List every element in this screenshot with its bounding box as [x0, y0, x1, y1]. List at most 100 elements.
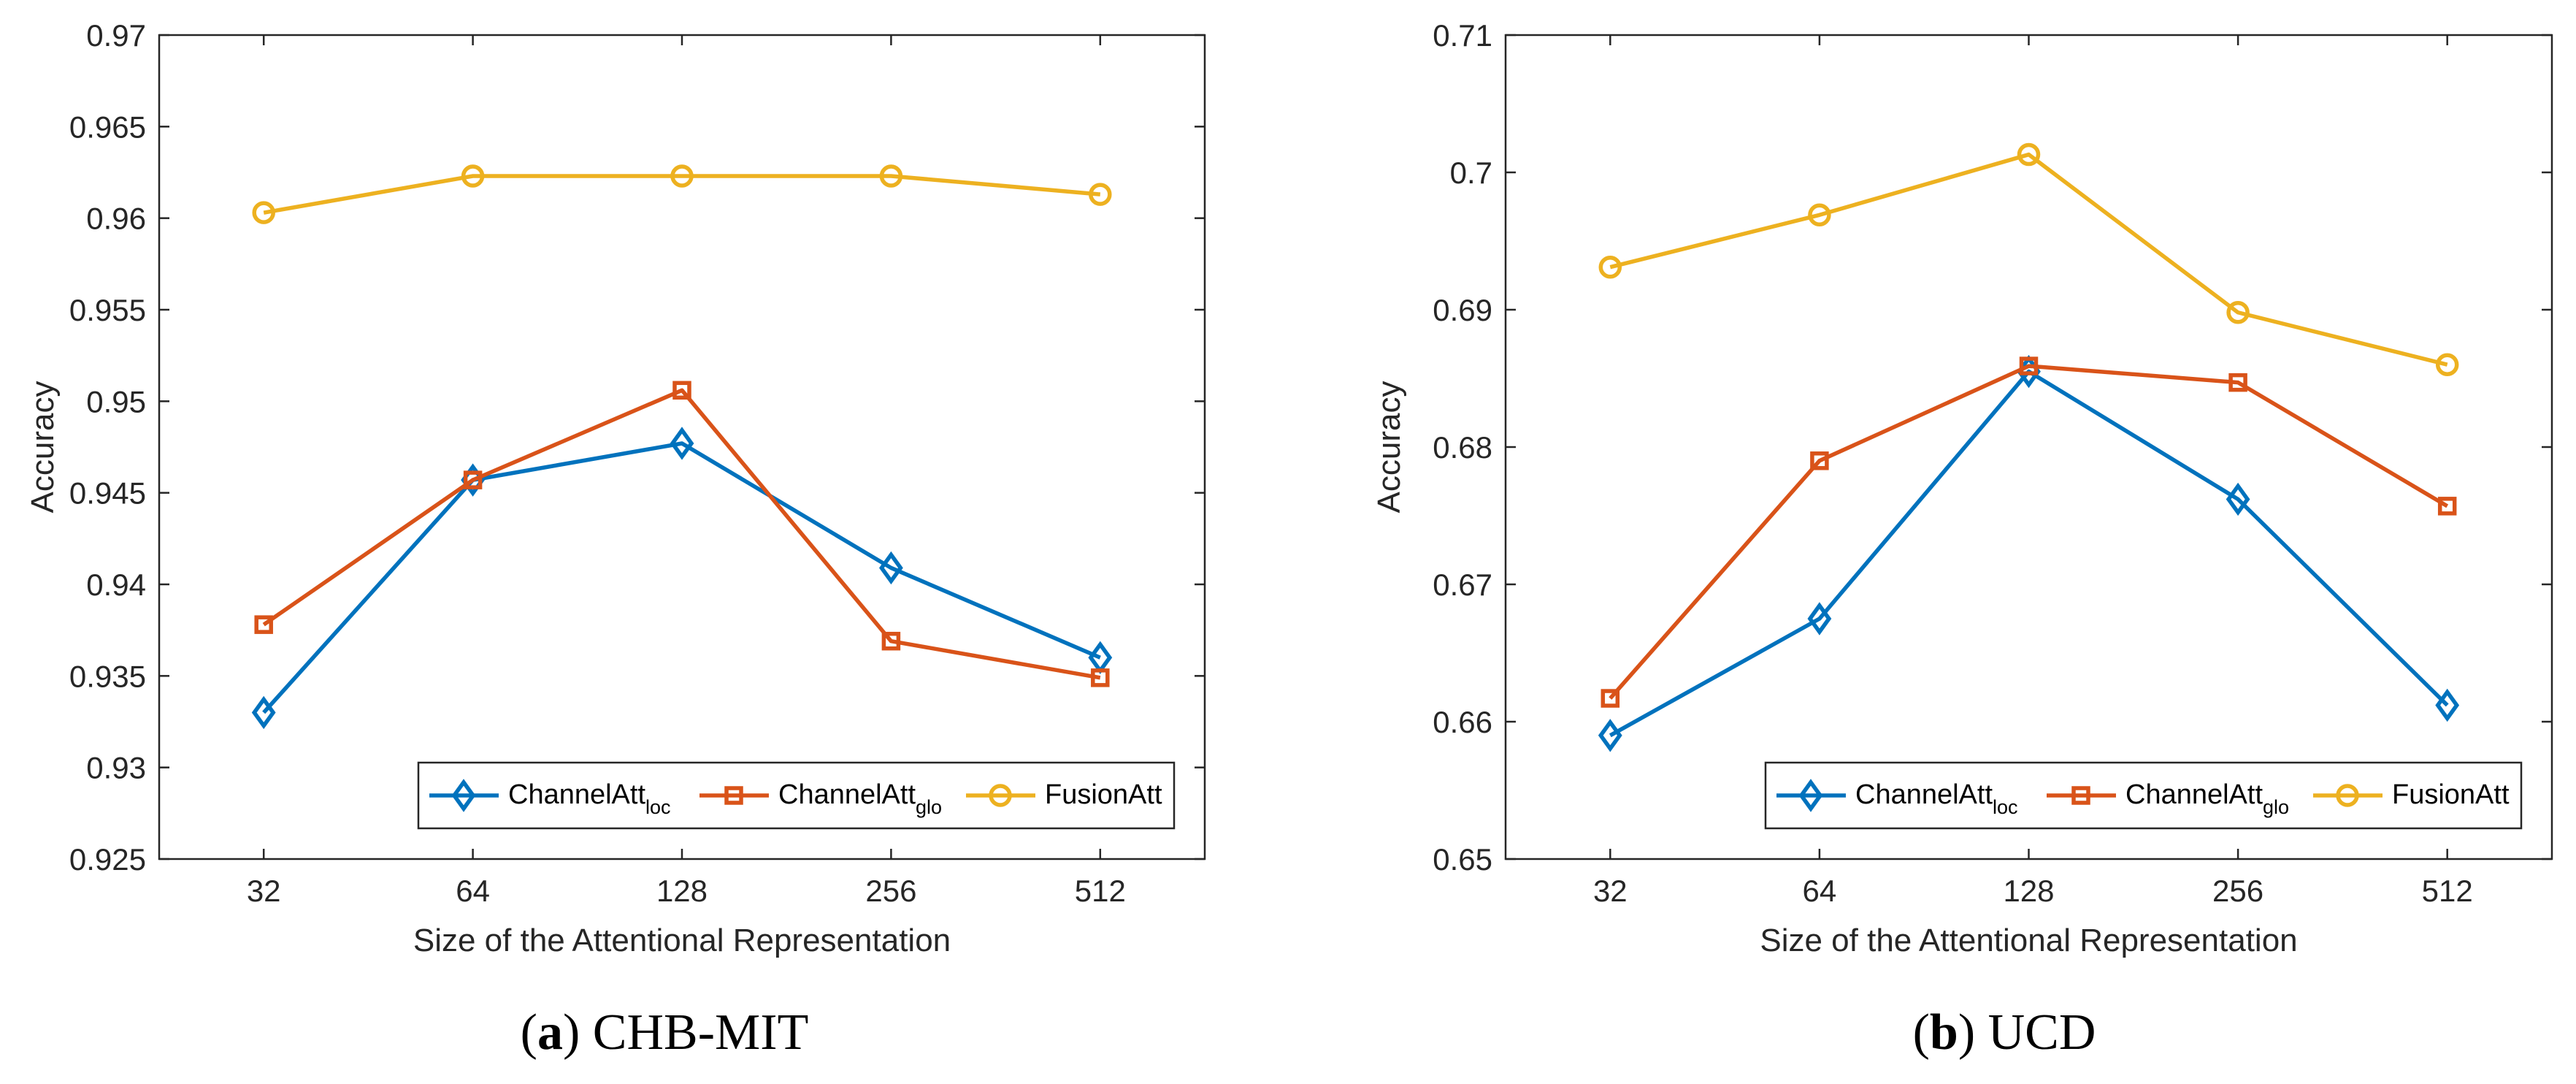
x-tick-label: 64 [456, 874, 490, 908]
caption-b: (b) UCD [1913, 1004, 2096, 1061]
series-glo [254, 381, 1110, 687]
data-point-glo [2019, 356, 2039, 375]
data-point-fusion [2017, 142, 2041, 167]
legend-label-subscript: glo [916, 796, 942, 818]
data-point-fusion [879, 164, 903, 188]
plot-area [158, 34, 1206, 860]
series-fusion [1598, 142, 2459, 376]
data-point-fusion [461, 164, 485, 188]
y-tick-label: 0.97 [86, 18, 146, 53]
x-tick-label: 128 [2003, 874, 2054, 908]
x-tick-label: 256 [2212, 874, 2263, 908]
y-tick-label: 0.955 [69, 293, 146, 327]
chart-panel-a: 0.925 0.93 0.935 0.94 0.945 0.95 0.955 0.96 0.96… [25, 18, 1206, 958]
data-point-glo [1601, 689, 1620, 708]
data-point-glo [2228, 373, 2247, 392]
series-line-glo [1609, 364, 2449, 700]
data-point-loc [2435, 688, 2460, 722]
y-tick-label: 0.94 [86, 568, 146, 602]
data-point-fusion [2226, 301, 2250, 324]
series-line-fusion [1609, 152, 2448, 367]
legend-label-subscript: glo [2263, 796, 2289, 818]
y-tick-label: 0.935 [69, 659, 146, 693]
data-point-fusion [1808, 203, 1831, 227]
data-point-loc [251, 695, 276, 730]
y-tick-label: 0.67 [1433, 568, 1492, 602]
x-tick-label: 32 [247, 874, 281, 908]
data-point-loc [1598, 719, 1622, 752]
data-point-fusion [2435, 353, 2459, 376]
y-tick-label: 0.925 [69, 842, 146, 877]
legend-box [1764, 761, 2523, 830]
x-axis-label: Size of the Attentional Representation [413, 923, 951, 958]
caption-label: a [537, 1004, 563, 1061]
caption-paren-open: ( [1913, 1004, 1930, 1061]
data-point-loc [879, 551, 903, 585]
data-point-glo [1091, 668, 1110, 687]
legend-entry-fusion: FusionAtt [966, 779, 1162, 810]
x-tick-label: 128 [656, 874, 708, 908]
data-point-glo [2437, 497, 2457, 516]
data-point-fusion [1089, 183, 1112, 206]
data-point-glo [672, 381, 691, 400]
caption-paren-close: ) [563, 1004, 593, 1061]
legend-marker-glo [2071, 786, 2090, 805]
caption-paren-close: ) [1958, 1004, 1988, 1061]
legend-label-base: ChannelAtt [2125, 779, 2263, 810]
legend-label-loc: ChannelAttloc [508, 779, 671, 818]
caption-label: b [1930, 1004, 1958, 1061]
y-tick-label: 0.71 [1433, 18, 1492, 53]
data-point-fusion [1598, 255, 1622, 279]
legend-entry-loc: ChannelAttloc [1776, 779, 2018, 818]
legend-marker-fusion [2336, 784, 2359, 807]
series-glo [1601, 356, 2457, 708]
legend-label-base: ChannelAtt [508, 779, 645, 810]
legend-label-base: FusionAtt [1045, 779, 1162, 810]
legend-label-loc: ChannelAttloc [1855, 779, 2018, 818]
legend: ChannelAttloc ChannelAttglo FusionAtt [1764, 761, 2523, 830]
legend-box [417, 761, 1176, 830]
caption-text: UCD [1988, 1004, 2096, 1061]
x-tick-label: 64 [1803, 874, 1837, 908]
caption-a: (a) CHB-MIT [521, 1004, 809, 1061]
legend-label-subscript: loc [1993, 796, 2018, 818]
data-point-fusion [252, 201, 275, 224]
data-point-loc [2226, 482, 2250, 516]
y-tick-label: 0.965 [69, 110, 146, 144]
legend-label-glo: ChannelAttglo [2125, 779, 2289, 818]
caption-paren-open: ( [521, 1004, 537, 1061]
data-point-glo [1810, 451, 1829, 470]
legend-marker-loc [1798, 779, 1823, 812]
legend-label-base: ChannelAtt [1855, 779, 1993, 810]
legend-entry-glo: ChannelAttglo [2047, 779, 2289, 818]
y-axis-label: Accuracy [25, 381, 61, 514]
series-fusion [252, 164, 1112, 224]
data-point-glo [881, 631, 901, 651]
x-tick-label: 512 [1075, 874, 1126, 908]
x-axis-label: Size of the Attentional Representation [1760, 923, 2297, 958]
x-tick-label: 512 [2422, 874, 2473, 908]
y-tick-label: 0.93 [86, 751, 146, 785]
legend: ChannelAttloc ChannelAttglo FusionAtt [417, 761, 1176, 830]
plot-area [1504, 34, 2553, 860]
x-tick-label: 256 [865, 874, 916, 908]
legend-entry-loc: ChannelAttloc [429, 779, 671, 818]
data-point-glo [254, 615, 273, 634]
y-tick-label: 0.69 [1433, 293, 1492, 327]
y-tick-label: 0.66 [1433, 705, 1492, 739]
legend-marker-fusion [989, 784, 1012, 807]
data-point-loc [1807, 602, 1832, 635]
y-tick-label: 0.68 [1433, 430, 1492, 465]
y-axis-label: Accuracy [1371, 381, 1407, 514]
legend-entry-glo: ChannelAttglo [699, 779, 942, 818]
x-tick-label: 32 [1593, 874, 1628, 908]
data-point-fusion [670, 164, 694, 188]
data-point-glo [463, 470, 483, 489]
y-tick-label: 0.96 [86, 202, 146, 236]
y-tick-label: 0.65 [1433, 842, 1492, 877]
legend-marker-loc [451, 779, 476, 812]
chart-panel-b: 0.65 0.66 0.67 0.68 0.69 0.7 0.71 32 64 128 256 512… [1371, 18, 2553, 958]
series-line-glo [262, 388, 1101, 680]
legend-label-base: FusionAtt [2392, 779, 2510, 810]
